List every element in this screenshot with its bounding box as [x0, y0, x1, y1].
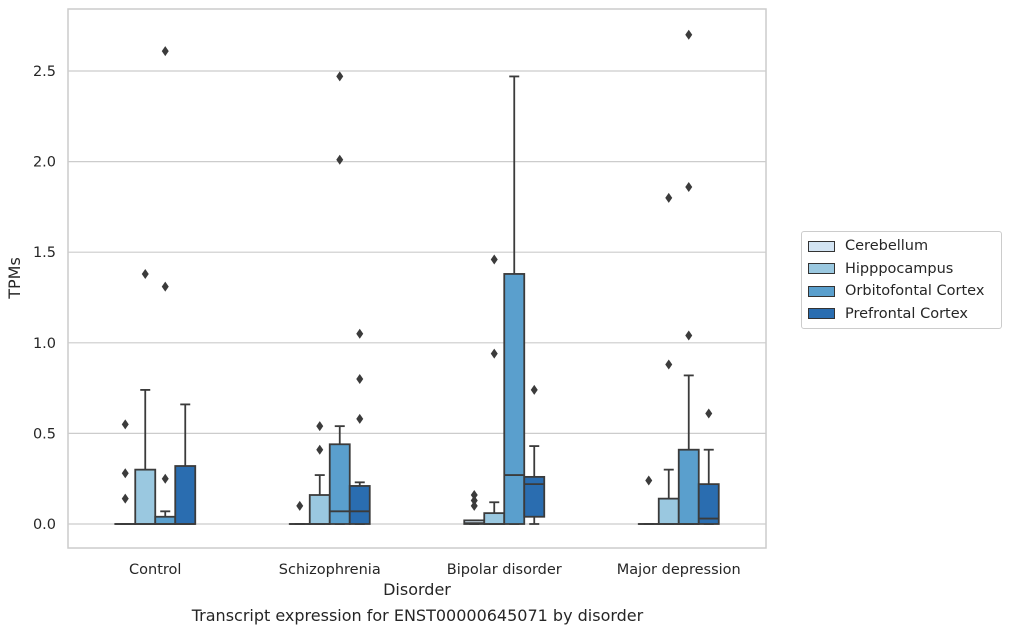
y-tick-label: 1.5 — [33, 245, 56, 261]
iqr-box — [677, 448, 700, 525]
legend-swatch — [808, 285, 835, 297]
outlier-point — [356, 328, 364, 339]
iqr-box — [657, 497, 680, 525]
outlier-point — [490, 254, 498, 265]
box-2-1 — [328, 71, 351, 525]
box-3-0 — [174, 403, 197, 525]
iqr-box — [697, 483, 720, 525]
legend-swatch — [808, 240, 835, 252]
figure-caption: Transcript expression for ENST0000064507… — [191, 606, 644, 625]
outlier-point — [161, 281, 169, 292]
outlier-point — [665, 192, 673, 203]
outlier-point — [685, 29, 693, 40]
legend-label: Orbitofontal Cortex — [845, 283, 985, 300]
legend-swatch — [808, 263, 835, 275]
x-tick-label: Schizophrenia — [279, 562, 381, 578]
legend: Cerebellum Hipppocampus Orbitofontal Cor… — [801, 231, 1002, 329]
plot-frame — [67, 8, 767, 549]
outlier-point — [336, 154, 344, 165]
legend-item-cerebellum: Cerebellum — [808, 235, 1001, 258]
x-tick-label: Control — [129, 562, 181, 578]
legend-label: Cerebellum — [845, 238, 929, 255]
iqr-box — [483, 512, 506, 525]
x-tick-label: Major depression — [617, 562, 741, 578]
outlier-point — [665, 359, 673, 370]
iqr-box — [348, 485, 371, 525]
box-3-2 — [523, 384, 546, 525]
box-series-layer — [114, 29, 720, 525]
outlier-point — [316, 444, 324, 455]
box-3-1 — [348, 328, 371, 525]
legend-label: Hipppocampus — [845, 260, 954, 277]
legend-label: Prefrontal Cortex — [845, 305, 968, 322]
y-tick-label: 2.5 — [33, 64, 56, 80]
box-1-1 — [308, 421, 331, 525]
legend-item-hippocampus: Hipppocampus — [808, 258, 1001, 281]
plot-background — [68, 9, 766, 548]
box-1-0 — [134, 268, 157, 525]
outlier-point — [645, 475, 653, 486]
x-axis-label: Disorder — [383, 580, 451, 599]
outlier-point — [470, 490, 478, 501]
outlier-point — [296, 500, 304, 511]
box-2-2 — [503, 75, 526, 525]
legend-swatch — [808, 308, 835, 320]
outlier-point — [161, 46, 169, 57]
iqr-box — [154, 515, 177, 525]
box-0-0 — [114, 419, 137, 525]
x-tick-label: Bipolar disorder — [447, 562, 562, 578]
outlier-point — [356, 374, 364, 385]
iqr-box — [134, 468, 157, 525]
x-tick-labels: Control Schizophrenia Bipolar disorder Majo… — [129, 562, 741, 578]
outlier-point — [685, 181, 693, 192]
outlier-point — [470, 495, 478, 506]
box-0-2 — [463, 490, 486, 525]
outlier-point — [490, 348, 498, 359]
y-tick-label: 1.0 — [33, 336, 56, 352]
outlier-point — [316, 421, 324, 432]
outlier-point — [470, 500, 478, 511]
outlier-point — [356, 413, 364, 424]
legend-item-prefrontal-cortex: Prefrontal Cortex — [808, 303, 1001, 326]
iqr-box — [523, 475, 546, 518]
iqr-box — [503, 273, 526, 525]
y-tick-labels: 0.0 0.5 1.0 1.5 2.0 2.5 — [33, 64, 56, 533]
outlier-point — [121, 419, 129, 430]
y-tick-label: 0.5 — [33, 426, 56, 442]
outlier-point — [141, 268, 149, 279]
iqr-box — [308, 494, 331, 525]
outlier-point — [685, 330, 693, 341]
iqr-box — [328, 443, 351, 525]
y-tick-label: 0.0 — [33, 517, 56, 533]
outlier-point — [530, 384, 538, 395]
iqr-box — [174, 465, 197, 525]
y-tick-label: 2.0 — [33, 155, 56, 171]
y-axis-label: TPMs — [5, 257, 24, 300]
outlier-point — [705, 408, 713, 419]
outlier-point — [121, 493, 129, 504]
outlier-point — [336, 71, 344, 82]
outlier-point — [161, 473, 169, 484]
legend-item-orbitofrontal-cortex: Orbitofontal Cortex — [808, 280, 1001, 303]
box-3-3 — [697, 408, 720, 525]
box-1-3 — [657, 192, 680, 525]
outlier-point — [121, 468, 129, 479]
